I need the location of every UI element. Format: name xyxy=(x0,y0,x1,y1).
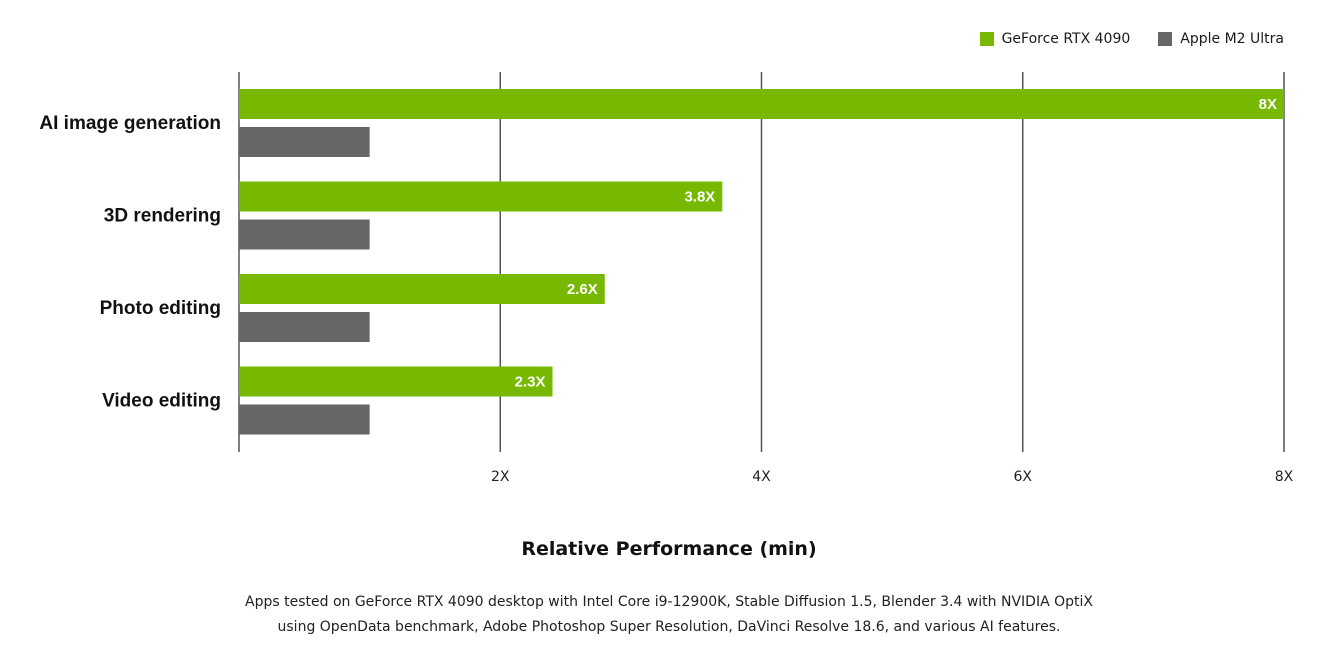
bar-m2ultra xyxy=(239,127,370,157)
bar-rtx4090 xyxy=(239,274,605,304)
x-tick-label: 4X xyxy=(752,469,771,485)
data-label: 2.6X xyxy=(567,281,598,298)
chart-legend: GeForce RTX 4090 Apple M2 Ultra xyxy=(952,31,1284,47)
footnote-line-1: Apps tested on GeForce RTX 4090 desktop … xyxy=(245,594,1093,610)
legend-item-m2ultra: Apple M2 Ultra xyxy=(1158,31,1284,47)
bar-m2ultra xyxy=(239,219,370,250)
legend-swatch-m2ultra xyxy=(1158,32,1173,46)
bar-rtx4090 xyxy=(239,89,1284,119)
legend-label-m2ultra: Apple M2 Ultra xyxy=(1180,31,1284,47)
bar-rtx4090 xyxy=(239,366,553,397)
data-label: 8X xyxy=(1259,96,1277,113)
legend-item-rtx4090: GeForce RTX 4090 xyxy=(979,31,1131,47)
category-label: AI image generation xyxy=(39,113,221,134)
category-label: Photo editing xyxy=(100,298,221,319)
footnote-line-2: using OpenData benchmark, Adobe Photosho… xyxy=(277,619,1061,635)
bar-rtx4090 xyxy=(239,181,723,212)
x-tick-label: 2X xyxy=(491,469,510,485)
x-tick-label: 6X xyxy=(1014,469,1033,485)
legend-label-rtx4090: GeForce RTX 4090 xyxy=(1001,31,1131,47)
bar-m2ultra xyxy=(239,404,370,435)
data-label: 3.8X xyxy=(684,189,715,206)
category-label: Video editing xyxy=(102,391,221,412)
category-label: 3D rendering xyxy=(104,206,221,227)
bar-m2ultra xyxy=(239,312,370,342)
footnote: Apps tested on GeForce RTX 4090 desktop … xyxy=(0,590,1338,640)
legend-swatch-rtx4090 xyxy=(979,32,994,46)
x-tick-label: 8X xyxy=(1275,469,1294,485)
data-label: 2.3X xyxy=(515,374,546,391)
x-axis-label: Relative Performance (min) xyxy=(521,538,817,560)
